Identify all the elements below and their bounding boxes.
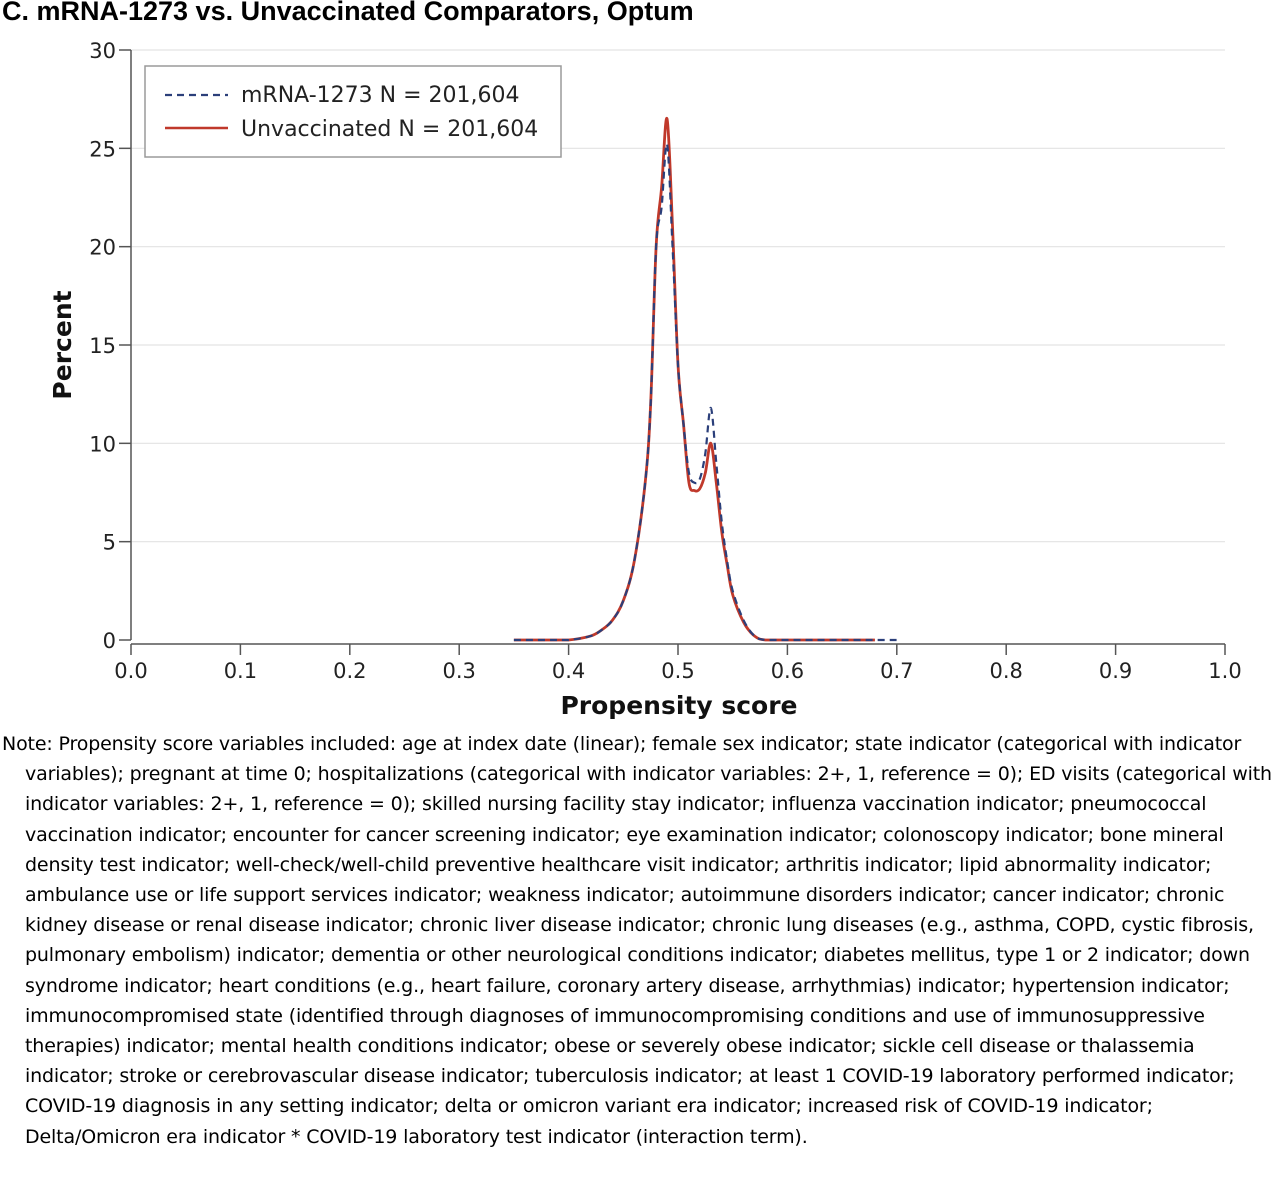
- y-tick-label: 20: [89, 236, 116, 260]
- x-axis-label: Propensity score: [560, 691, 797, 720]
- x-tick-label: 0.0: [114, 659, 147, 683]
- x-axis-ticks: 0.0 0.1 0.2 0.3 0.4 0.5 0.6 0.7 0.8 0.9 1.0: [114, 644, 1242, 683]
- y-axis-ticks: 0 5 10 15 20 25 30: [89, 39, 131, 653]
- y-tick-label: 25: [89, 137, 116, 161]
- y-tick-label: 30: [89, 39, 116, 63]
- x-tick-label: 0.2: [333, 659, 366, 683]
- x-tick-label: 1.0: [1208, 659, 1241, 683]
- x-tick-label: 0.8: [989, 659, 1022, 683]
- y-tick-label: 10: [89, 432, 116, 456]
- x-tick-label: 0.3: [442, 659, 475, 683]
- series-lines: [513, 117, 897, 642]
- x-tick-label: 0.1: [224, 659, 257, 683]
- x-tick-label: 0.9: [1099, 659, 1132, 683]
- legend-box: [144, 65, 562, 158]
- series-line-mrna-1273: [513, 143, 897, 642]
- chart-title: C. mRNA-1273 vs. Unvaccinated Comparator…: [2, 0, 694, 26]
- x-tick-label: 0.7: [880, 659, 913, 683]
- y-tick-label: 15: [89, 334, 116, 358]
- footnote: Note: Propensity score variables include…: [2, 733, 1272, 1148]
- legend-label-mrna-1273: mRNA-1273 N = 201,604: [241, 83, 520, 108]
- legend: mRNA-1273 N = 201,604 Unvaccinated N = 2…: [144, 65, 562, 158]
- y-tick-label: 0: [103, 629, 116, 653]
- x-tick-label: 0.5: [661, 659, 694, 683]
- legend-label-unvaccinated: Unvaccinated N = 201,604: [241, 117, 538, 142]
- density-chart: 0 5 10 15 20 25 30 0.0 0.1 0.2 0.3 0.4 0.5 0.6 0.7 0.8…: [48, 39, 1242, 720]
- series-line-unvaccinated: [513, 117, 875, 642]
- x-tick-label: 0.4: [552, 659, 585, 683]
- y-axis-label: Percent: [48, 290, 77, 399]
- y-tick-label: 5: [103, 531, 116, 555]
- x-tick-label: 0.6: [771, 659, 804, 683]
